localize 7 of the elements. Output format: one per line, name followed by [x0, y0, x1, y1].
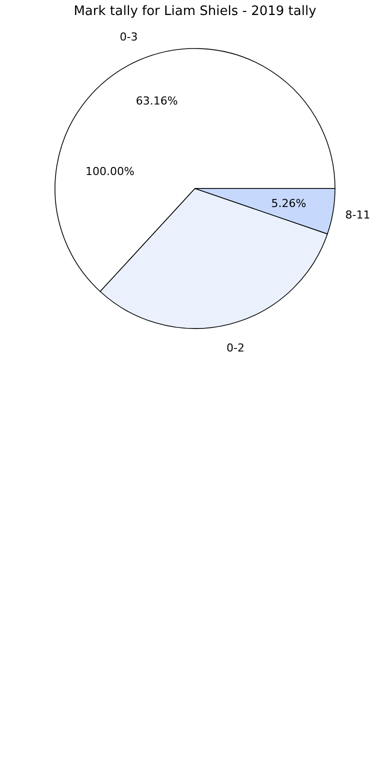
- data-label: 63.16%: [136, 94, 178, 108]
- slice-label: 0-3: [120, 30, 138, 44]
- slice-label: 0-2: [226, 341, 245, 354]
- data-label: 5.26%: [271, 197, 306, 210]
- text: 100.00%: [86, 165, 134, 178]
- slice-label: 8-11: [345, 208, 370, 222]
- chart-title: Mark tally for Liam Shiels - 2019 tally: [74, 4, 317, 19]
